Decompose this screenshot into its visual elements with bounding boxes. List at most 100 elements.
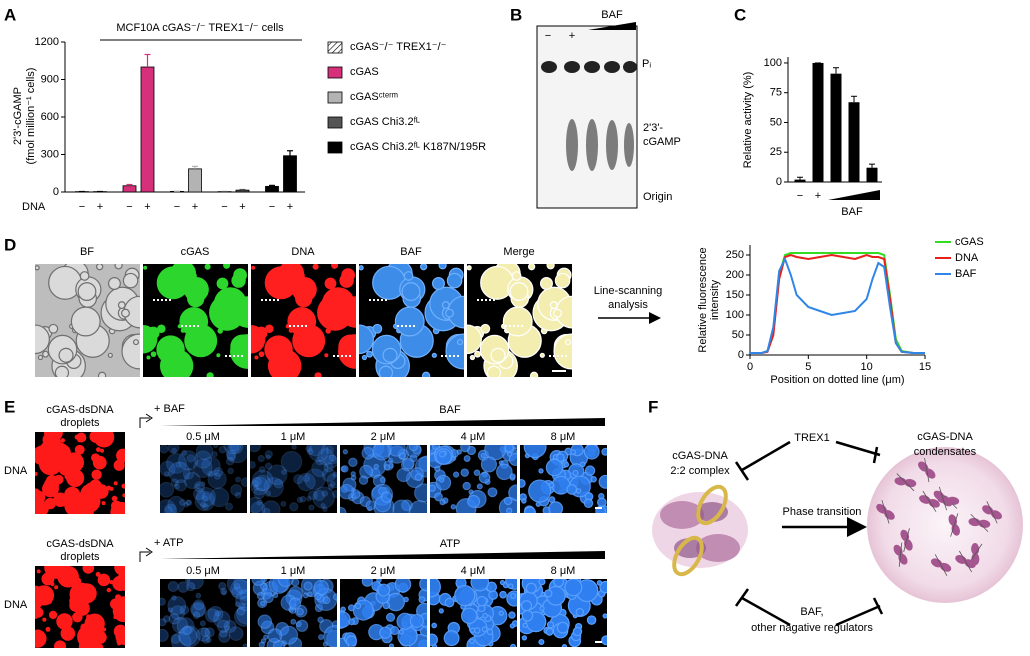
droplet [601, 447, 607, 456]
droplet [520, 600, 533, 612]
droplet [167, 348, 182, 363]
droplet [508, 611, 516, 619]
complex-illustration [652, 484, 748, 577]
droplet [435, 474, 452, 491]
droplet [314, 592, 322, 601]
droplet [178, 450, 199, 471]
particle-lobe [930, 558, 943, 568]
droplet [146, 355, 151, 360]
droplet [178, 626, 198, 646]
droplet [394, 306, 425, 337]
droplet [132, 339, 139, 346]
legend-entry: cGAS [955, 236, 984, 248]
particle-lobe [928, 498, 940, 508]
droplet [308, 490, 318, 501]
droplet [308, 504, 315, 511]
droplet [467, 324, 482, 355]
droplet [110, 501, 125, 514]
chart-title: MCF10A cGAS⁻/⁻ TREX1⁻/⁻ cells [116, 22, 284, 34]
droplet [419, 579, 427, 592]
droplet [233, 583, 241, 590]
droplet [303, 581, 313, 591]
micrograph [143, 264, 248, 377]
droplet [234, 601, 241, 608]
droplet [403, 596, 409, 603]
droplet [72, 611, 83, 623]
concentration-label: 2 μM [371, 565, 396, 577]
droplet [528, 479, 552, 503]
droplet [340, 483, 355, 500]
droplet [114, 264, 123, 270]
droplet [332, 471, 337, 478]
droplet [181, 449, 188, 456]
droplet [502, 306, 533, 337]
droplet [584, 465, 596, 476]
droplet [171, 631, 192, 647]
droplet [116, 448, 125, 463]
droplet [430, 633, 438, 646]
droplet [513, 445, 517, 449]
droplet [476, 483, 483, 490]
droplet [431, 622, 438, 629]
droplet [586, 615, 597, 625]
droplet [419, 264, 428, 271]
particle-dna [958, 550, 973, 573]
micrograph [359, 264, 464, 377]
droplet [160, 445, 169, 454]
droplet [218, 445, 227, 454]
scale-bar [552, 370, 566, 372]
droplet [206, 372, 214, 377]
y-tick-label: 600 [41, 111, 59, 123]
particle-lobe [971, 543, 980, 556]
droplet [216, 277, 229, 290]
droplet [109, 486, 114, 491]
droplet [262, 592, 274, 604]
concentration-label: 1 μM [281, 431, 306, 443]
reagent-label: ATP [440, 538, 461, 550]
droplet [250, 501, 266, 513]
droplet [56, 571, 63, 578]
droplet [195, 483, 201, 489]
droplet [527, 264, 536, 271]
droplet [348, 457, 358, 467]
image-label: cGAS [181, 246, 210, 258]
particle-lobe [904, 478, 917, 488]
droplet [296, 608, 304, 616]
droplet [160, 481, 175, 498]
droplet [430, 579, 441, 598]
droplet [288, 597, 302, 610]
droplet [54, 365, 70, 377]
droplet [507, 583, 514, 590]
droplet [167, 445, 180, 454]
condensate-particle [982, 501, 1002, 524]
x-tick-label: + [239, 201, 245, 213]
micrograph-bg [160, 445, 247, 513]
droplet [264, 450, 273, 459]
droplet [572, 469, 579, 477]
droplet [69, 599, 83, 612]
droplet [218, 630, 231, 643]
y-axis-label: Relative activity (%) [742, 72, 754, 169]
droplet [470, 579, 490, 592]
droplet [176, 617, 195, 636]
droplet [313, 579, 329, 596]
droplet [79, 271, 90, 281]
droplet [340, 606, 346, 613]
droplet [481, 626, 488, 633]
droplet [35, 490, 46, 505]
droplet [111, 495, 118, 502]
droplet [258, 466, 266, 473]
droplet [273, 478, 284, 489]
particle-dna [896, 473, 915, 492]
bar [866, 167, 878, 182]
droplet [254, 355, 259, 360]
droplet [445, 308, 454, 318]
droplet [196, 627, 211, 642]
droplet [456, 339, 463, 346]
droplet [372, 323, 383, 334]
droplet [223, 445, 242, 455]
row-title: droplets [60, 417, 100, 429]
droplet [95, 264, 104, 271]
droplet [41, 572, 55, 586]
droplet [186, 579, 204, 590]
